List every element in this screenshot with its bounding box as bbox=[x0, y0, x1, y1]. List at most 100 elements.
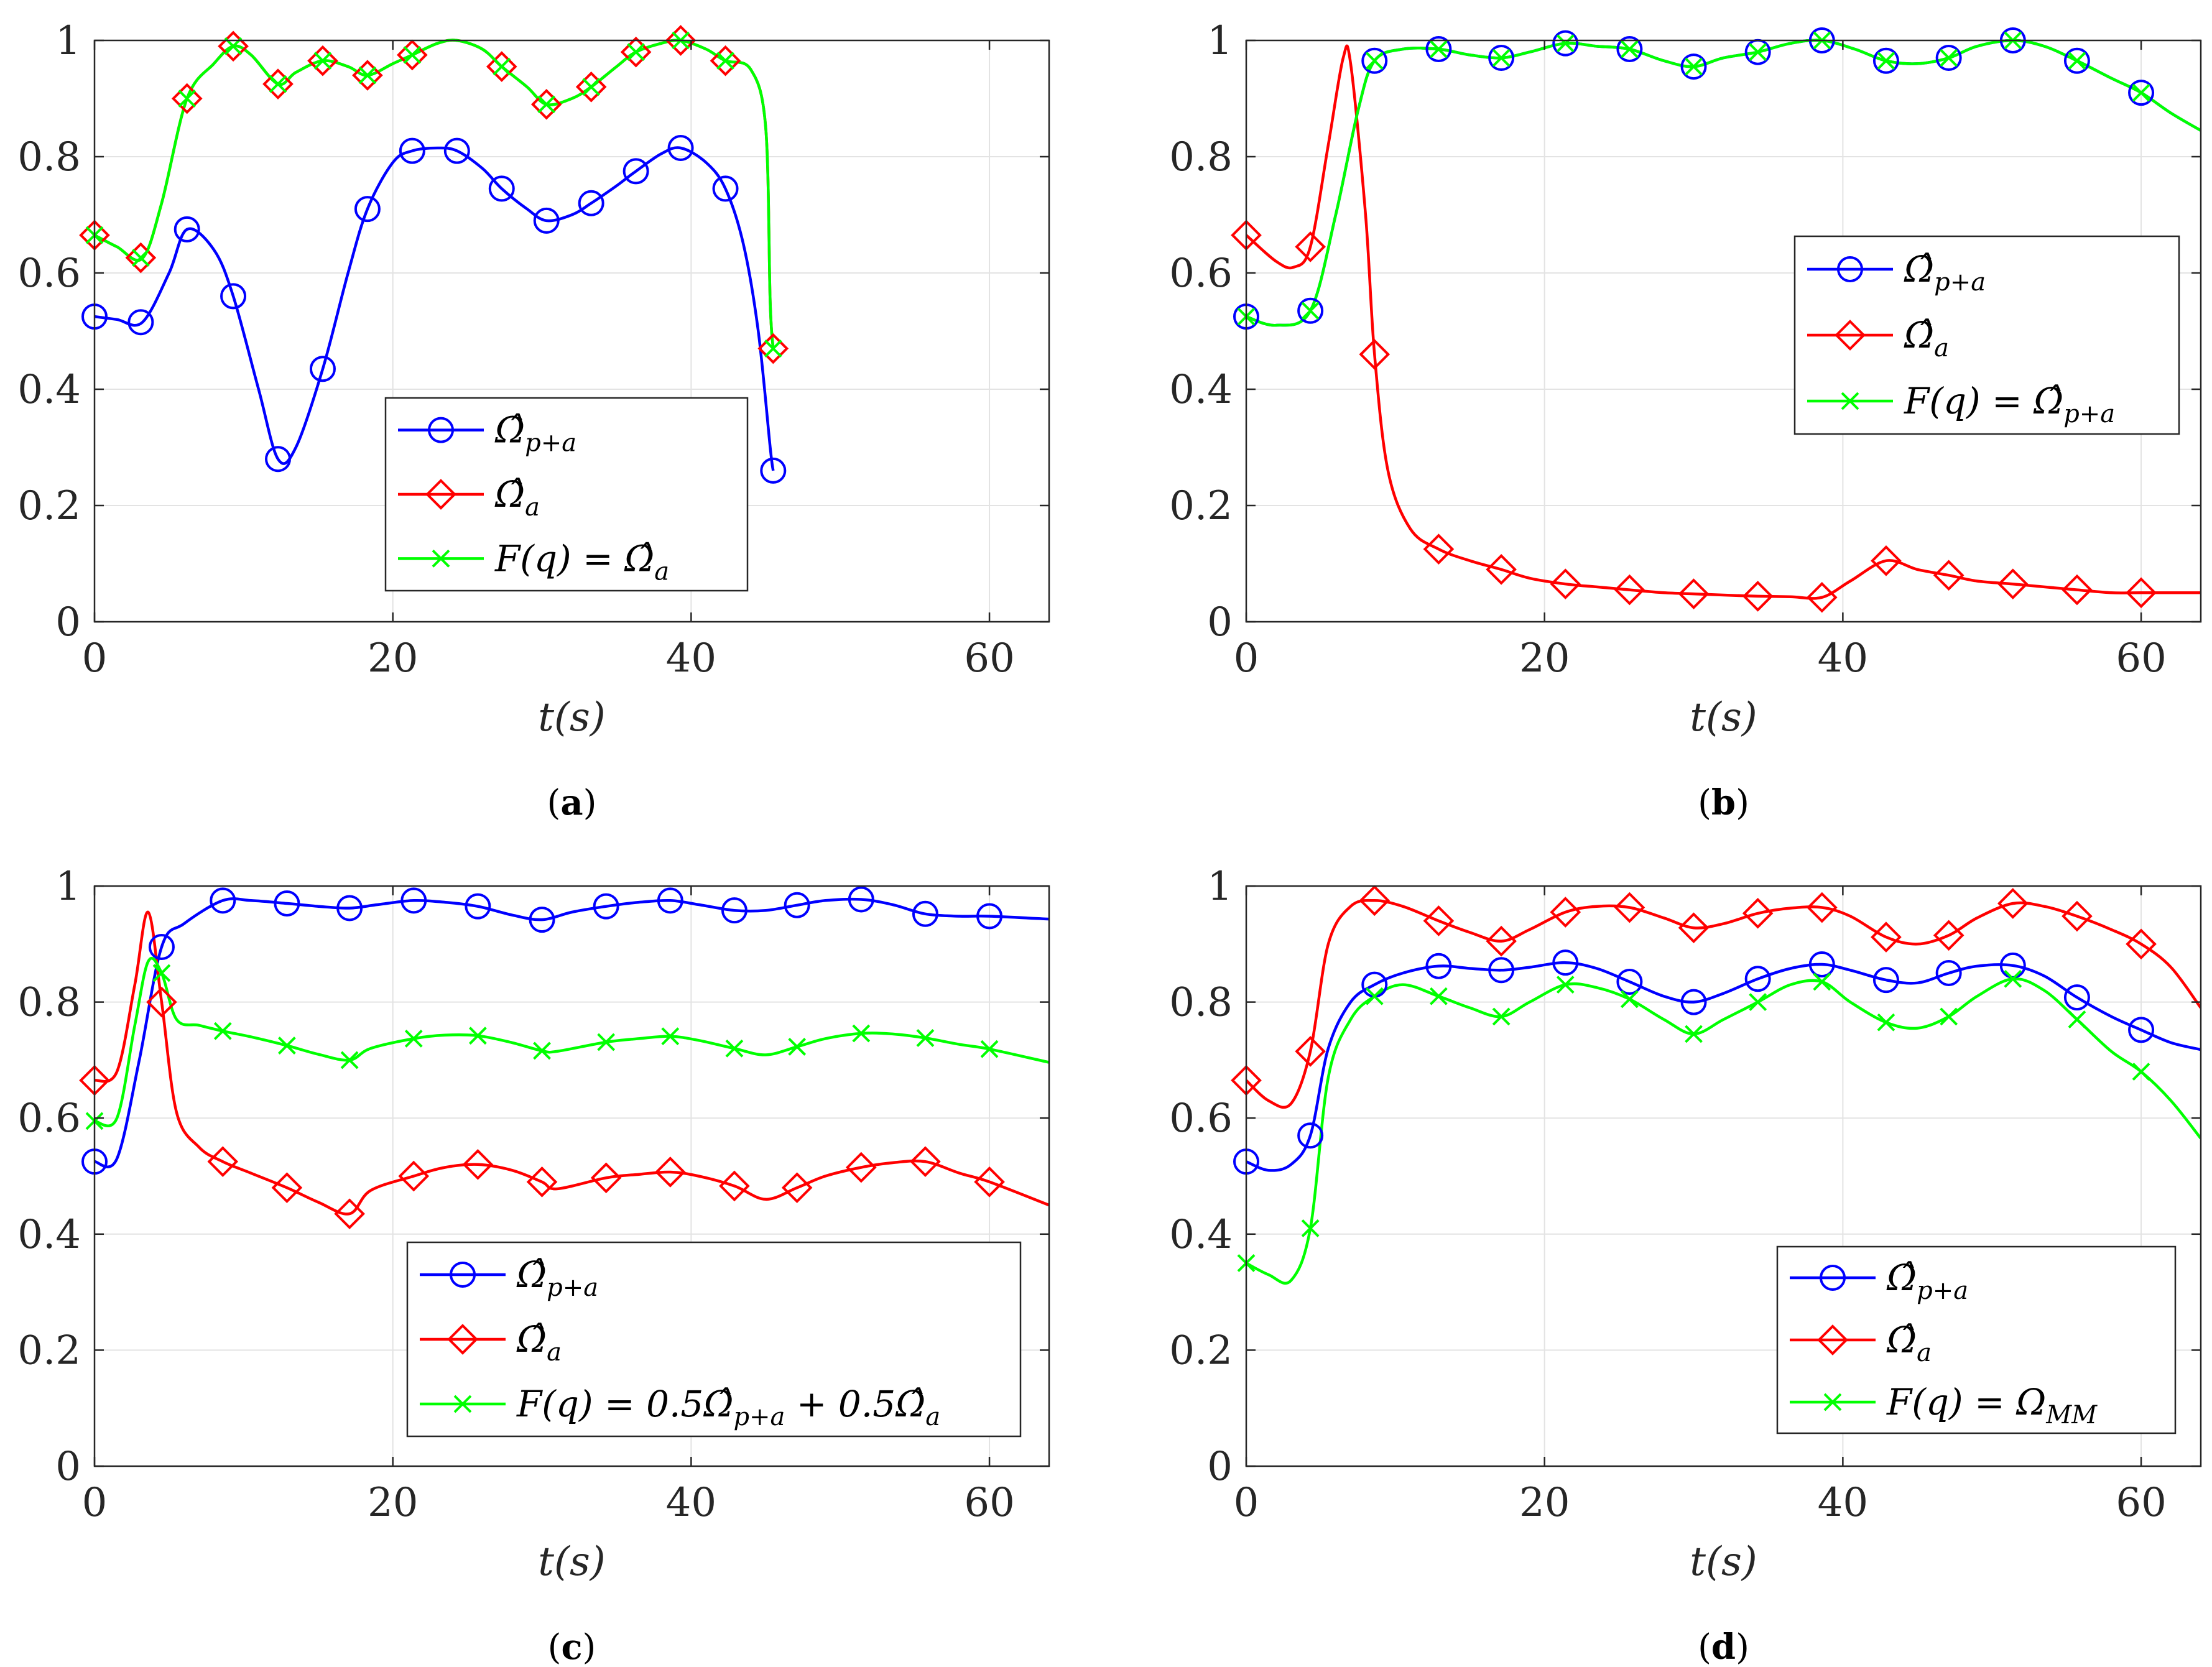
legend-box bbox=[406, 1241, 1022, 1438]
data-point-marker bbox=[1813, 972, 1831, 991]
markers-circle bbox=[81, 886, 1003, 1175]
panel-a: 0 20 40 60 0 0.2 0.4 0.6 0.8 1 t(s) (a) Ω̂p+a Ω̂a F(q)… bbox=[17, 18, 1050, 823]
data-point-marker bbox=[352, 60, 383, 91]
data-point-marker bbox=[1685, 1025, 1703, 1043]
legend-label: F(q) = 0.5Ω̂p+a + 0.5Ω̂a bbox=[516, 1383, 940, 1431]
panel-d: 0 20 40 60 0 0.2 0.4 0.6 0.8 1 t(s) (d) Ω̂p+a Ω̂a F(q)… bbox=[1169, 864, 2202, 1667]
legend-marker bbox=[447, 1324, 478, 1355]
data-point-marker bbox=[1620, 990, 1639, 1009]
data-point-marker bbox=[980, 1040, 999, 1058]
data-point-marker bbox=[1685, 57, 1703, 76]
data-point-marker bbox=[1871, 545, 1902, 576]
data-point-marker bbox=[1616, 36, 1643, 63]
x-axis-label: t(s) bbox=[1690, 695, 1757, 741]
data-point-marker bbox=[620, 36, 652, 68]
series-circle bbox=[1246, 961, 2201, 1172]
data-point-marker bbox=[1935, 959, 1962, 986]
markers-x bbox=[85, 964, 999, 1130]
data-point-marker bbox=[1361, 47, 1388, 74]
data-point-marker bbox=[404, 1029, 423, 1048]
x-tick-label: 60 bbox=[2116, 635, 2166, 681]
x-tick-label: 40 bbox=[666, 1480, 716, 1526]
data-point-marker bbox=[486, 51, 517, 82]
data-point-marker bbox=[1556, 34, 1575, 53]
legend-entry: Ω̂a bbox=[398, 473, 540, 522]
y-tick-label: 0.8 bbox=[1169, 980, 1233, 1026]
axes-box bbox=[93, 885, 1050, 1467]
y-tick-label: 0.2 bbox=[1169, 483, 1233, 529]
data-point-marker bbox=[2063, 984, 2090, 1011]
legend: Ω̂p+a Ω̂a F(q) = ΩMM bbox=[1776, 1245, 2177, 1434]
y-tick-label: 0.2 bbox=[17, 483, 81, 529]
legend-marker bbox=[428, 417, 454, 443]
axes-box bbox=[1245, 39, 2202, 623]
data-point-marker bbox=[788, 1038, 807, 1056]
x-tick-label: 60 bbox=[964, 635, 1014, 681]
legend-marker bbox=[425, 479, 456, 510]
data-point-marker bbox=[1301, 1219, 1320, 1237]
data-point-marker bbox=[912, 900, 938, 927]
data-point-marker bbox=[400, 887, 427, 914]
data-point-marker bbox=[716, 52, 734, 70]
data-point-marker bbox=[1933, 560, 1964, 591]
data-point-marker bbox=[1423, 905, 1455, 936]
y-tick-label: 0.8 bbox=[17, 980, 81, 1026]
legend-entry: Ω̂a bbox=[420, 1318, 562, 1367]
data-point-marker bbox=[1872, 967, 1899, 994]
legend-marker bbox=[1817, 1324, 1848, 1355]
panel-caption: (d) bbox=[1698, 1627, 1749, 1667]
data-point-marker bbox=[271, 1172, 303, 1203]
data-point-marker bbox=[1423, 533, 1455, 565]
legend-label: F(q) = Ω̂p+a bbox=[1904, 380, 2115, 428]
legend-label: Ω̂a bbox=[494, 473, 540, 522]
data-point-marker bbox=[462, 1149, 494, 1180]
data-point-marker bbox=[1550, 568, 1581, 600]
y-tick-label: 0.2 bbox=[17, 1328, 81, 1374]
x-tick-label: 20 bbox=[1519, 635, 1570, 681]
x-tick-label: 40 bbox=[666, 635, 716, 681]
data-point-marker bbox=[593, 893, 619, 920]
axes-box bbox=[1245, 885, 2202, 1467]
data-point-marker bbox=[2126, 577, 2157, 609]
panel-b: 0 20 40 60 0 0.2 0.4 0.6 0.8 1 t(s) (b) Ω̂p+a Ω̂a F(q)… bbox=[1169, 18, 2202, 823]
legend-label: Ω̂p+a bbox=[516, 1254, 598, 1302]
y-tick-label: 0.8 bbox=[1169, 134, 1233, 180]
data-point-marker bbox=[661, 1027, 680, 1046]
data-point-marker bbox=[1492, 1007, 1511, 1026]
series-lines bbox=[1246, 898, 2201, 1285]
legend: Ω̂p+a Ω̂a F(q) = Ω̂a bbox=[384, 397, 749, 592]
data-point-marker bbox=[262, 68, 294, 99]
legend-label: Ω̂p+a bbox=[1886, 1257, 1968, 1305]
data-point-marker bbox=[1678, 578, 1710, 609]
data-point-marker bbox=[1935, 45, 1962, 72]
data-point-marker bbox=[2128, 1017, 2155, 1043]
data-point-marker bbox=[1301, 302, 1320, 320]
legend-marker bbox=[1823, 1393, 1842, 1411]
y-tick-label: 0 bbox=[1207, 1444, 1233, 1490]
data-point-marker bbox=[274, 890, 300, 917]
data-point-marker bbox=[976, 903, 1003, 930]
data-point-marker bbox=[781, 1172, 813, 1203]
data-point-marker bbox=[590, 1162, 622, 1194]
data-point-marker bbox=[1297, 297, 1324, 324]
legend-entry: Ω̂p+a bbox=[398, 409, 576, 458]
data-point-marker bbox=[213, 1022, 232, 1040]
legend-entry: F(q) = Ω̂a bbox=[398, 537, 669, 586]
series-circle bbox=[95, 897, 1049, 1168]
data-point-marker bbox=[1486, 925, 1517, 957]
data-point-marker bbox=[468, 1027, 487, 1045]
data-point-marker bbox=[1429, 987, 1448, 1005]
data-point-marker bbox=[307, 45, 338, 76]
legend-label: Ω̂a bbox=[1886, 1319, 1932, 1367]
panel-caption: (a) bbox=[547, 782, 596, 823]
data-point-marker bbox=[1359, 885, 1391, 917]
data-point-marker bbox=[575, 71, 607, 103]
data-point-marker bbox=[578, 190, 604, 216]
data-point-marker bbox=[1492, 48, 1511, 67]
legend-entry: F(q) = 0.5Ω̂p+a + 0.5Ω̂a bbox=[420, 1383, 940, 1431]
data-point-marker bbox=[526, 1166, 558, 1198]
data-point-marker bbox=[210, 887, 236, 914]
x-tick-label: 20 bbox=[1519, 1480, 1570, 1526]
data-point-marker bbox=[1616, 968, 1643, 995]
